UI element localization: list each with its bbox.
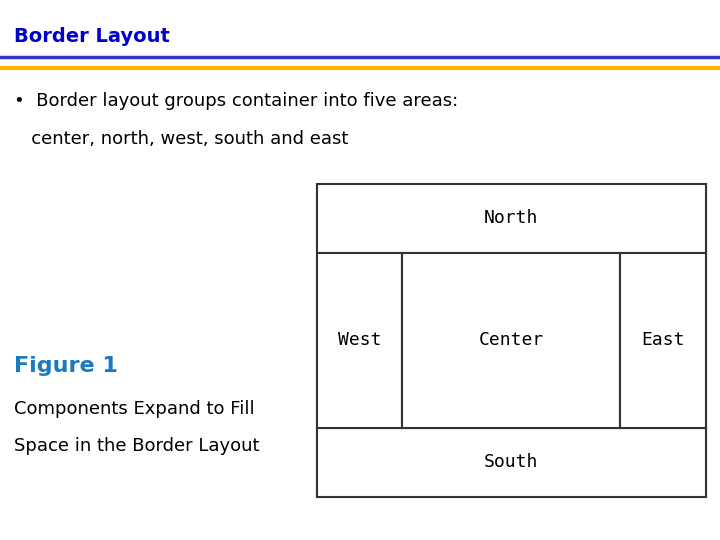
Bar bbox=[402, 253, 620, 428]
Bar bbox=[620, 253, 706, 428]
Text: Components Expand to Fill: Components Expand to Fill bbox=[14, 400, 255, 417]
Bar bbox=[317, 253, 402, 428]
Text: North: North bbox=[484, 209, 539, 227]
Text: South: South bbox=[484, 454, 539, 471]
Bar bbox=[317, 428, 706, 497]
Text: Space in the Border Layout: Space in the Border Layout bbox=[14, 437, 260, 455]
Text: center, north, west, south and east: center, north, west, south and east bbox=[14, 130, 348, 147]
Bar bbox=[317, 184, 706, 497]
Text: •  Border layout groups container into five areas:: • Border layout groups container into fi… bbox=[14, 92, 459, 110]
Text: Border Layout: Border Layout bbox=[14, 27, 170, 46]
Text: Center: Center bbox=[479, 331, 544, 349]
Text: Figure 1: Figure 1 bbox=[14, 356, 118, 376]
Bar bbox=[317, 184, 706, 253]
Text: East: East bbox=[641, 331, 685, 349]
Text: West: West bbox=[338, 331, 382, 349]
